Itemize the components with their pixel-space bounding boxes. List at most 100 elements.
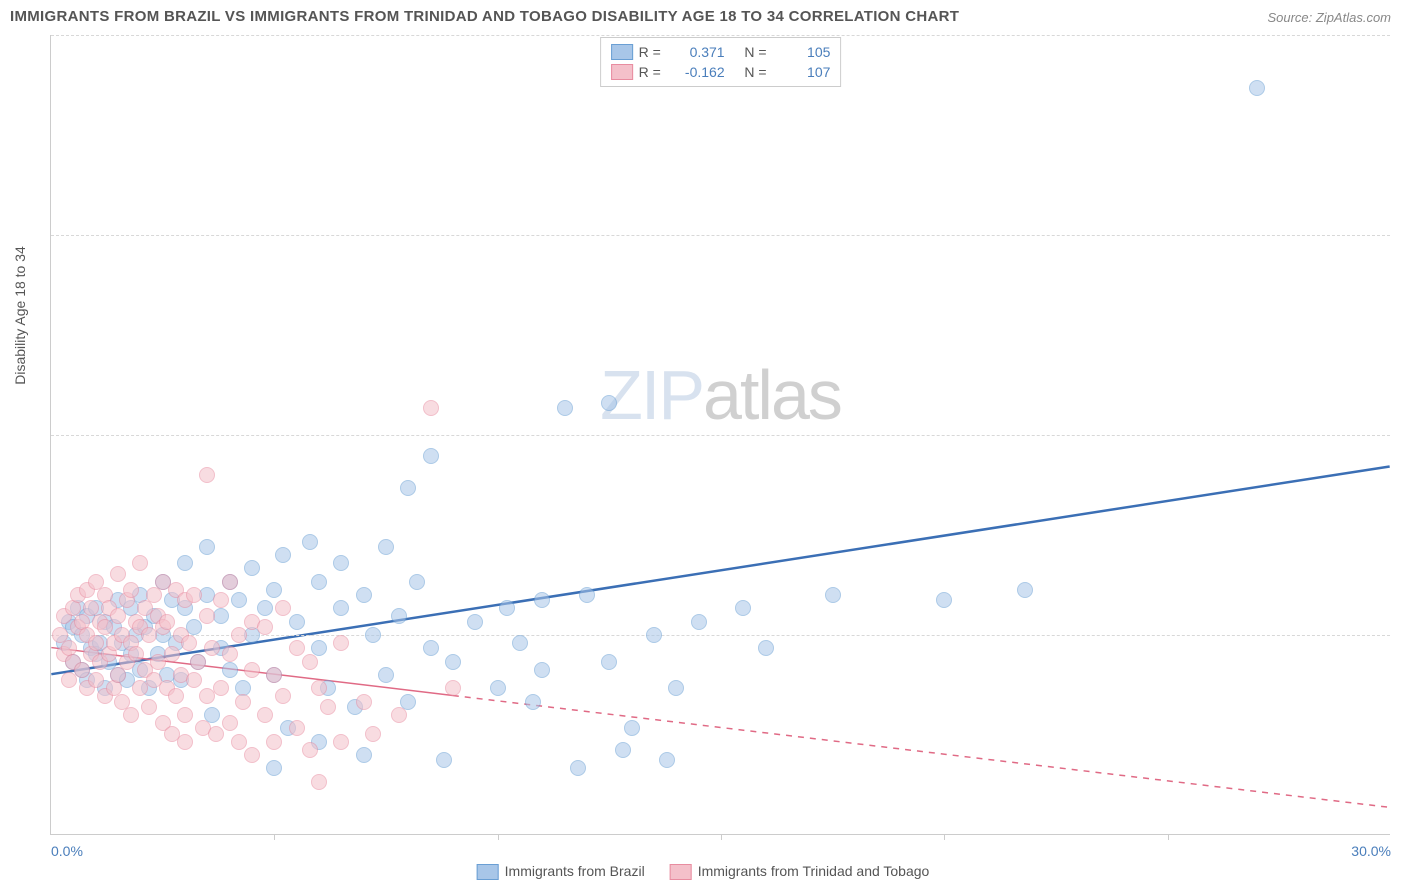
data-point (445, 654, 461, 670)
gridline-h (51, 35, 1390, 36)
data-point (659, 752, 675, 768)
data-point (190, 654, 206, 670)
data-point (275, 547, 291, 563)
watermark-zip: ZIP (600, 356, 703, 434)
data-point (646, 627, 662, 643)
data-point (400, 480, 416, 496)
x-tick-label: 30.0% (1351, 843, 1391, 859)
data-point (333, 734, 349, 750)
data-point (244, 560, 260, 576)
data-point (579, 587, 595, 603)
data-point (132, 555, 148, 571)
data-point (181, 635, 197, 651)
data-point (356, 694, 372, 710)
x-tick-mark (1168, 834, 1169, 840)
data-point (320, 699, 336, 715)
data-point (208, 726, 224, 742)
data-point (289, 720, 305, 736)
data-point (758, 640, 774, 656)
data-point (146, 587, 162, 603)
data-point (490, 680, 506, 696)
data-point (177, 555, 193, 571)
data-point (467, 614, 483, 630)
legend-item-trinidad: Immigrants from Trinidad and Tobago (670, 863, 930, 880)
r-value-trinidad: -0.162 (675, 64, 725, 80)
data-point (333, 635, 349, 651)
source-label: Source: ZipAtlas.com (1267, 10, 1391, 25)
swatch-brazil (611, 44, 633, 60)
data-point (409, 574, 425, 590)
x-tick-mark (274, 834, 275, 840)
data-point (311, 680, 327, 696)
data-point (936, 592, 952, 608)
data-point (128, 646, 144, 662)
data-point (88, 672, 104, 688)
data-point (378, 667, 394, 683)
plot-area: ZIPatlas R = 0.371 N = 105 R = -0.162 N … (50, 35, 1390, 835)
data-point (244, 747, 260, 763)
data-point (691, 614, 707, 630)
data-point (110, 667, 126, 683)
data-point (365, 627, 381, 643)
data-point (534, 592, 550, 608)
data-point (445, 680, 461, 696)
data-point (333, 600, 349, 616)
data-point (289, 614, 305, 630)
correlation-legend: R = 0.371 N = 105 R = -0.162 N = 107 (600, 37, 842, 87)
data-point (735, 600, 751, 616)
data-point (266, 667, 282, 683)
data-point (199, 608, 215, 624)
data-point (423, 640, 439, 656)
data-point (110, 608, 126, 624)
data-point (231, 592, 247, 608)
y-axis-label: Disability Age 18 to 34 (12, 246, 28, 385)
data-point (123, 582, 139, 598)
watermark: ZIPatlas (600, 355, 841, 435)
data-point (213, 680, 229, 696)
data-point (199, 467, 215, 483)
legend-row-trinidad: R = -0.162 N = 107 (611, 62, 831, 82)
data-point (356, 747, 372, 763)
data-point (257, 619, 273, 635)
data-point (231, 627, 247, 643)
x-tick-mark (721, 834, 722, 840)
data-point (1017, 582, 1033, 598)
data-point (534, 662, 550, 678)
y-tick-label: 7.5% (1395, 627, 1406, 643)
data-point (222, 646, 238, 662)
data-point (164, 646, 180, 662)
data-point (222, 574, 238, 590)
data-point (1249, 80, 1265, 96)
data-point (266, 582, 282, 598)
gridline-h (51, 235, 1390, 236)
x-tick-label: 0.0% (51, 843, 83, 859)
data-point (365, 726, 381, 742)
n-label: N = (744, 44, 774, 60)
data-point (61, 672, 77, 688)
data-point (222, 715, 238, 731)
data-point (244, 662, 260, 678)
swatch-trinidad-icon (670, 864, 692, 880)
data-point (231, 734, 247, 750)
data-point (512, 635, 528, 651)
data-point (275, 688, 291, 704)
data-point (159, 614, 175, 630)
chart-title: IMMIGRANTS FROM BRAZIL VS IMMIGRANTS FRO… (10, 8, 959, 25)
x-tick-mark (498, 834, 499, 840)
data-point (123, 707, 139, 723)
data-point (601, 654, 617, 670)
data-point (177, 707, 193, 723)
watermark-atlas: atlas (703, 356, 841, 434)
data-point (391, 608, 407, 624)
data-point (423, 400, 439, 416)
data-point (222, 662, 238, 678)
data-point (257, 707, 273, 723)
gridline-h (51, 435, 1390, 436)
data-point (266, 760, 282, 776)
data-point (235, 694, 251, 710)
data-point (356, 587, 372, 603)
x-tick-mark (944, 834, 945, 840)
data-point (168, 688, 184, 704)
data-point (289, 640, 305, 656)
data-point (110, 566, 126, 582)
